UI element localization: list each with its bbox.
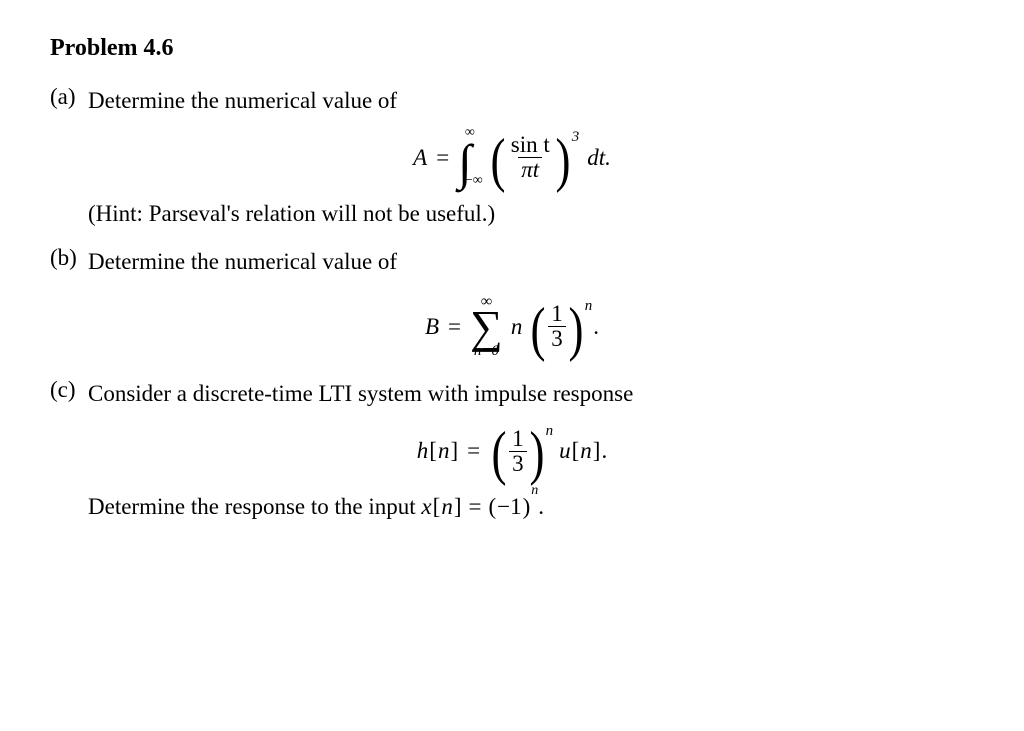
followup-pre: Determine the response to the input: [88, 494, 421, 519]
fraction-a: sin t πt: [508, 133, 553, 182]
part-a-label: (a): [50, 84, 88, 110]
part-a-prompt: Determine the numerical value of: [88, 84, 397, 117]
part-c-label: (c): [50, 377, 88, 403]
frac-a-den: πt: [521, 157, 539, 182]
part-a: (a) Determine the numerical value of A =…: [50, 84, 974, 227]
tail-c: .: [601, 438, 607, 464]
followup-base: −1: [497, 494, 521, 520]
frac-b-den: 3: [548, 326, 566, 351]
hint-a: (Hint: Parseval's relation will not be u…: [88, 201, 974, 227]
frac-b-num: 1: [548, 302, 566, 326]
frac-c-den: 3: [509, 451, 527, 476]
part-b-label: (b): [50, 245, 88, 271]
equation-b: B = ∞ ∑ n=0 n ( 1 3 ) n .: [50, 294, 974, 360]
followup-pow: n: [531, 483, 538, 499]
eq-b-lhs: B: [425, 314, 439, 340]
tail-b: .: [593, 314, 599, 340]
problem-title: Problem 4.6: [50, 35, 974, 62]
followup-fn: x: [421, 494, 431, 520]
int-upper: ∞: [465, 126, 475, 140]
differential-a: dt.: [587, 145, 611, 171]
sum-term-n: n: [511, 314, 523, 340]
part-c: (c) Consider a discrete-time LTI system …: [50, 377, 974, 520]
eq-c-lhs-arg: n: [438, 438, 450, 464]
eq-a-lhs: A: [413, 145, 427, 171]
fraction-b: 1 3: [548, 302, 566, 351]
eq-c-lhs-fn: h: [417, 438, 429, 464]
equation-c: h[n] = ( 1 3 ) n u[n].: [50, 427, 974, 476]
int-lower: −∞: [465, 174, 483, 188]
part-b: (b) Determine the numerical value of B =…: [50, 245, 974, 360]
equation-a: A = ∫ ∞ −∞ ( sin t πt ) 3: [50, 133, 974, 182]
power-a: 3: [572, 129, 580, 146]
followup-arg: n: [441, 494, 453, 520]
eq-c-rhs-arg: n: [580, 438, 592, 464]
part-b-prompt: Determine the numerical value of: [88, 245, 397, 278]
followup-c: Determine the response to the input x[n]…: [88, 494, 974, 520]
frac-c-num: 1: [509, 427, 527, 451]
followup-tail: .: [538, 494, 544, 519]
power-c: n: [546, 423, 554, 440]
power-b: n: [585, 298, 593, 315]
frac-a-num: sin t: [511, 132, 550, 157]
eq-c-rhs-fn: u: [559, 438, 571, 464]
part-c-prompt: Consider a discrete-time LTI system with…: [88, 377, 633, 410]
sum-lower: n=0: [474, 344, 499, 359]
sum-symbol: ∞ ∑ n=0: [470, 294, 503, 360]
fraction-c: 1 3: [509, 427, 527, 476]
